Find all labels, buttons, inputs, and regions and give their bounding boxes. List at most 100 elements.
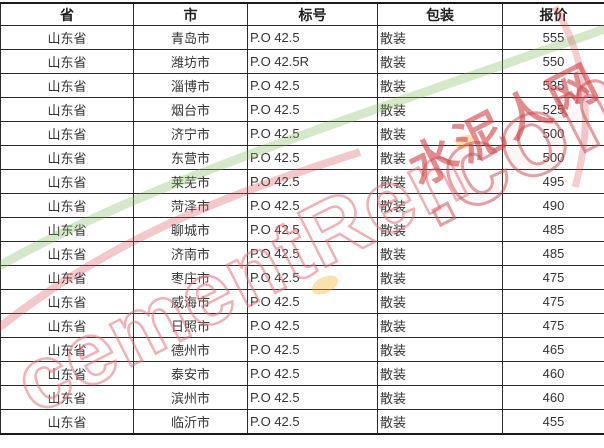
cell-price: 485 — [503, 218, 604, 242]
cell-province: 山东省 — [1, 290, 134, 314]
cell-city: 威海市 — [134, 290, 248, 314]
cell-packaging: 散装 — [378, 314, 503, 338]
cell-packaging: 散装 — [378, 26, 503, 50]
cell-province: 山东省 — [1, 314, 134, 338]
cell-grade: P.O 42.5 — [248, 386, 378, 410]
cell-city: 德州市 — [134, 338, 248, 362]
cell-grade: P.O 42.5 — [248, 26, 378, 50]
cell-price: 555 — [503, 26, 604, 50]
cell-city: 淄博市 — [134, 74, 248, 98]
cell-grade: P.O 42.5 — [248, 170, 378, 194]
cell-grade: P.O 42.5 — [248, 338, 378, 362]
cell-packaging: 散装 — [378, 74, 503, 98]
cell-province: 山东省 — [1, 194, 134, 218]
cell-grade: P.O 42.5 — [248, 146, 378, 170]
cell-city: 聊城市 — [134, 218, 248, 242]
cell-price: 550 — [503, 50, 604, 74]
cell-price: 475 — [503, 290, 604, 314]
cell-grade: P.O 42.5 — [248, 410, 378, 435]
cell-packaging: 散装 — [378, 98, 503, 122]
cell-province: 山东省 — [1, 50, 134, 74]
cell-grade: P.O 42.5 — [248, 242, 378, 266]
cell-city: 泰安市 — [134, 362, 248, 386]
cell-packaging: 散装 — [378, 146, 503, 170]
cell-city: 济宁市 — [134, 122, 248, 146]
cell-city: 莱芜市 — [134, 170, 248, 194]
header-row: 省 市 标号 包装 报价 — [1, 3, 604, 26]
cell-packaging: 散装 — [378, 122, 503, 146]
col-header-price: 报价 — [503, 3, 604, 26]
cell-province: 山东省 — [1, 362, 134, 386]
cell-price: 475 — [503, 314, 604, 338]
cell-price: 475 — [503, 266, 604, 290]
cell-packaging: 散装 — [378, 50, 503, 74]
cell-packaging: 散装 — [378, 242, 503, 266]
cell-price: 485 — [503, 242, 604, 266]
cell-province: 山东省 — [1, 218, 134, 242]
cell-city: 济南市 — [134, 242, 248, 266]
cell-grade: P.O 42.5 — [248, 194, 378, 218]
cell-price: 455 — [503, 410, 604, 435]
cell-packaging: 散装 — [378, 362, 503, 386]
col-header-grade: 标号 — [248, 3, 378, 26]
cell-city: 临沂市 — [134, 410, 248, 435]
cell-packaging: 散装 — [378, 194, 503, 218]
cell-grade: P.O 42.5 — [248, 362, 378, 386]
cell-grade: P.O 42.5 — [248, 98, 378, 122]
cell-province: 山东省 — [1, 146, 134, 170]
cell-city: 青岛市 — [134, 26, 248, 50]
cell-packaging: 散装 — [378, 170, 503, 194]
cell-price: 460 — [503, 386, 604, 410]
cell-price: 465 — [503, 338, 604, 362]
cell-province: 山东省 — [1, 170, 134, 194]
col-header-packaging: 包装 — [378, 3, 503, 26]
cell-packaging: 散装 — [378, 386, 503, 410]
cell-grade: P.O 42.5 — [248, 290, 378, 314]
cell-price: 535 — [503, 74, 604, 98]
cell-grade: P.O 42.5 — [248, 74, 378, 98]
cell-price: 460 — [503, 362, 604, 386]
cell-province: 山东省 — [1, 386, 134, 410]
cell-grade: P.O 42.5 — [248, 218, 378, 242]
cell-province: 山东省 — [1, 338, 134, 362]
cell-province: 山东省 — [1, 266, 134, 290]
col-header-province: 省 — [1, 3, 134, 26]
cell-province: 山东省 — [1, 410, 134, 435]
cell-price: 500 — [503, 122, 604, 146]
cell-price: 490 — [503, 194, 604, 218]
cell-price: 495 — [503, 170, 604, 194]
cell-city: 潍坊市 — [134, 50, 248, 74]
cell-city: 枣庄市 — [134, 266, 248, 290]
cell-province: 山东省 — [1, 242, 134, 266]
cell-packaging: 散装 — [378, 218, 503, 242]
cell-grade: P.O 42.5 — [248, 122, 378, 146]
cell-packaging: 散装 — [378, 410, 503, 435]
cell-city: 菏泽市 — [134, 194, 248, 218]
cell-price: 525 — [503, 98, 604, 122]
cell-city: 滨州市 — [134, 386, 248, 410]
cell-province: 山东省 — [1, 26, 134, 50]
cell-city: 烟台市 — [134, 98, 248, 122]
cell-packaging: 散装 — [378, 338, 503, 362]
cell-grade: P.O 42.5 — [248, 314, 378, 338]
cell-price: 500 — [503, 146, 604, 170]
cell-province: 山东省 — [1, 122, 134, 146]
cell-grade: P.O 42.5R — [248, 50, 378, 74]
col-header-city: 市 — [134, 3, 248, 26]
